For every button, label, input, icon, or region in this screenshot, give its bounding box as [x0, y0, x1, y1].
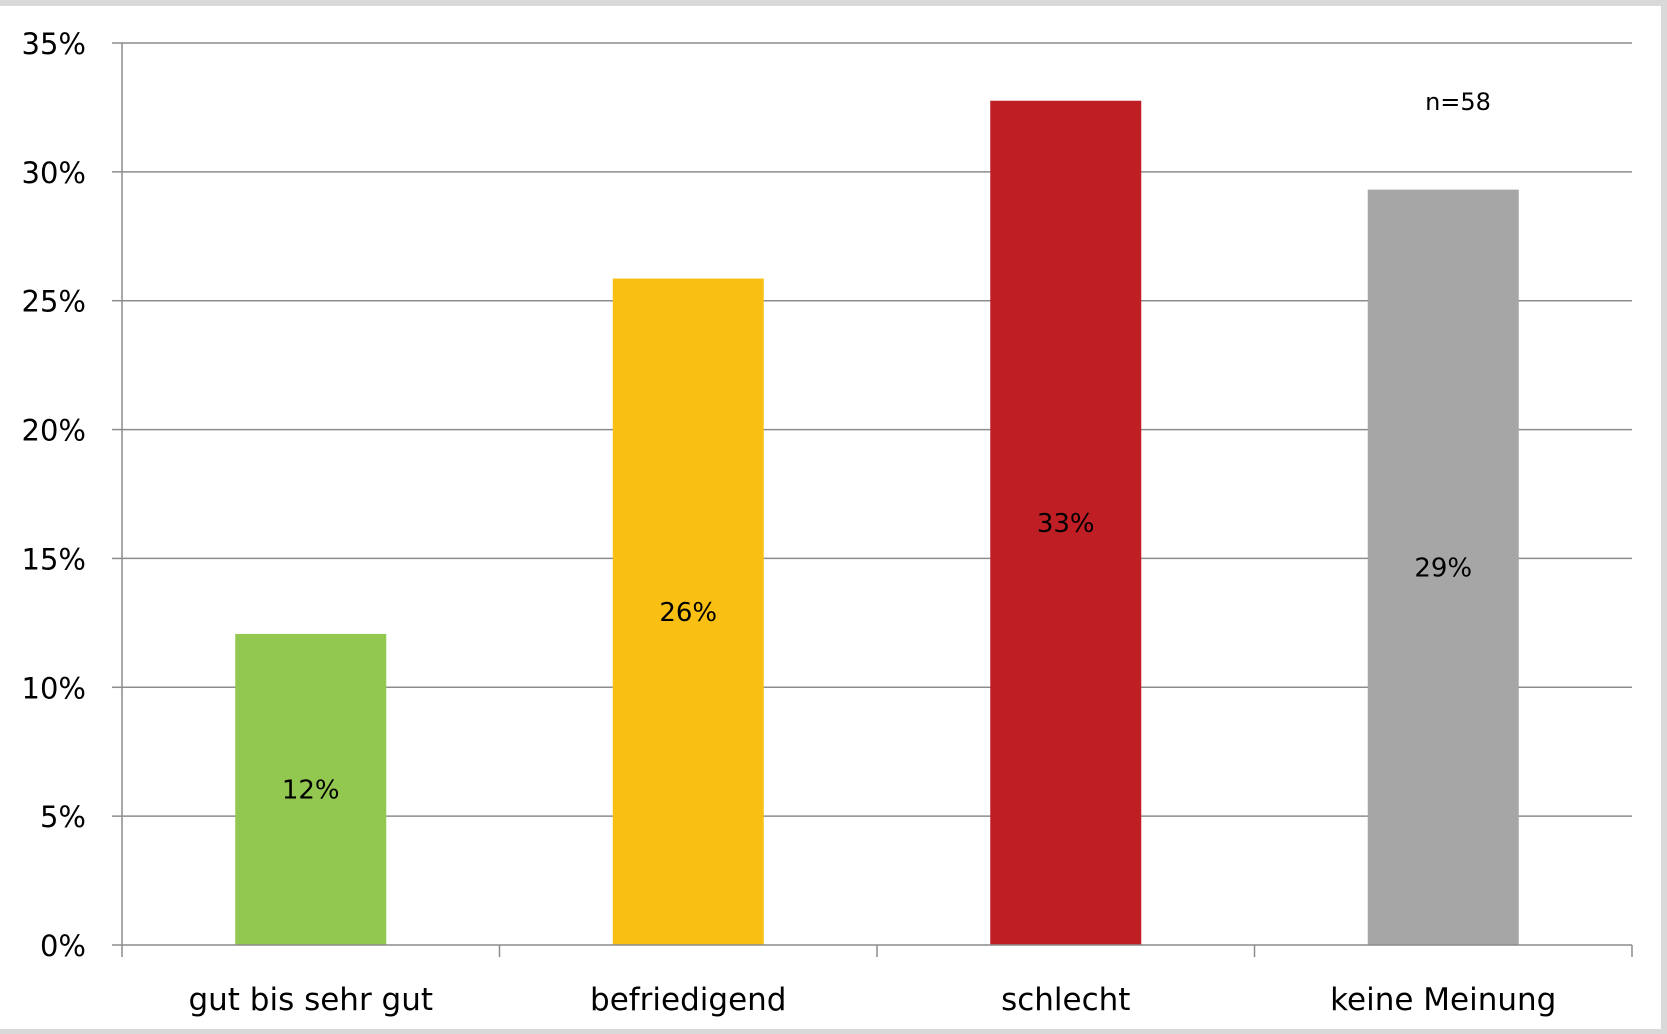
data-label: 12% — [282, 775, 340, 805]
y-tick-label: 35% — [22, 27, 86, 61]
bar-schlecht — [990, 100, 1142, 945]
y-tick-label: 15% — [22, 542, 86, 576]
bar-gut-bis-sehr-gut — [235, 633, 387, 945]
bar-keine-meinung — [1367, 189, 1519, 946]
y-tick-label: 20% — [22, 414, 86, 448]
x-category-label: befriedigend — [590, 982, 786, 1018]
bar-chart: 0% 5% 10% 15% 20% 25% 30% 35% 12% gut bis sehr gu… — [22, 27, 1633, 1018]
data-label: 26% — [659, 598, 717, 628]
y-tick-label: 5% — [40, 800, 86, 834]
y-tick-label: 0% — [40, 929, 86, 963]
x-category-label: schlecht — [1001, 982, 1130, 1018]
chart-frame: 0% 5% 10% 15% 20% 25% 30% 35% 12% gut bis sehr gu… — [0, 6, 1661, 1029]
y-tick-label: 10% — [22, 671, 86, 705]
x-category-label: keine Meinung — [1330, 982, 1556, 1018]
x-category-label: gut bis sehr gut — [188, 982, 433, 1018]
sample-size-annotation: n=58 — [1425, 88, 1491, 116]
data-label: 33% — [1037, 509, 1095, 539]
y-tick-label: 25% — [22, 285, 86, 319]
data-label: 29% — [1414, 553, 1472, 583]
bar-befriedigend — [612, 278, 764, 945]
y-tick-label: 30% — [22, 156, 86, 190]
